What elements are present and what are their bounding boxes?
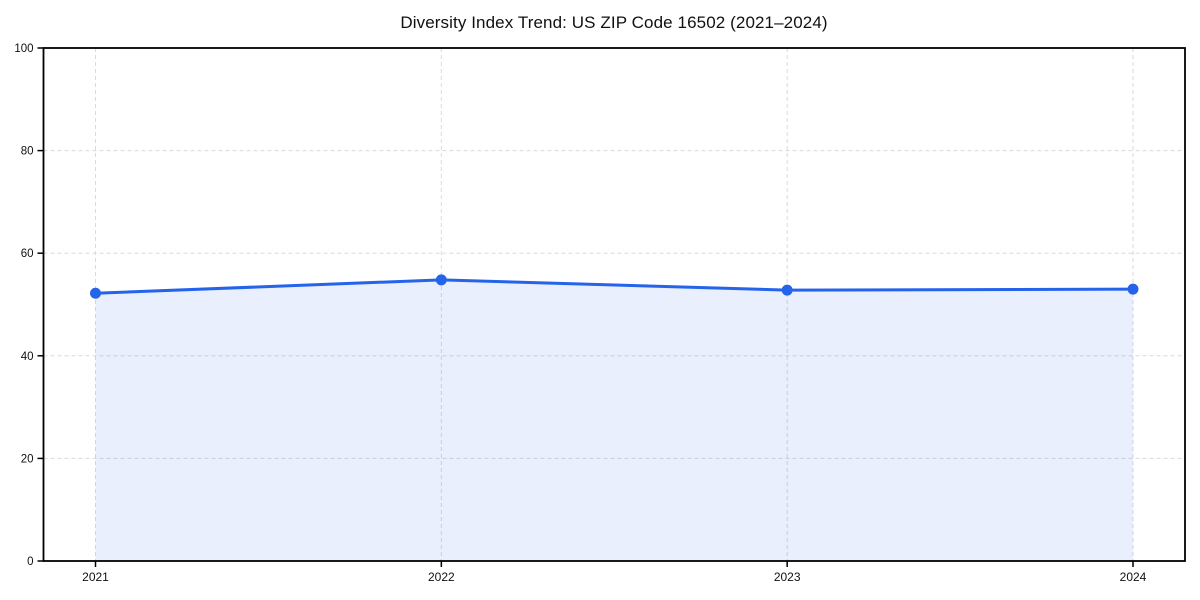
y-tick-label: 100: [14, 43, 33, 55]
data-point-marker: [1127, 283, 1139, 295]
series-line: [94, 278, 1135, 295]
data-point-marker: [435, 274, 447, 286]
data-point-marker: [90, 287, 101, 299]
y-tick-label: 40: [21, 351, 34, 363]
chart-title: Diversity Index Trend: US ZIP Code 16502…: [400, 13, 828, 32]
x-tick-label: 2022: [428, 570, 455, 584]
y-tick-label: 20: [21, 453, 34, 465]
x-tick-label: 2021: [82, 570, 109, 584]
x-tick-label: 2024: [1120, 570, 1147, 584]
y-tick-label: 60: [21, 248, 34, 260]
data-point-marker: [781, 284, 793, 296]
x-tick-label: 2023: [774, 570, 801, 584]
y-tick-label: 0: [27, 556, 33, 568]
plot-border: [42, 47, 1186, 562]
area-fill: [95, 279, 1133, 561]
y-tick-label: 80: [21, 146, 34, 158]
